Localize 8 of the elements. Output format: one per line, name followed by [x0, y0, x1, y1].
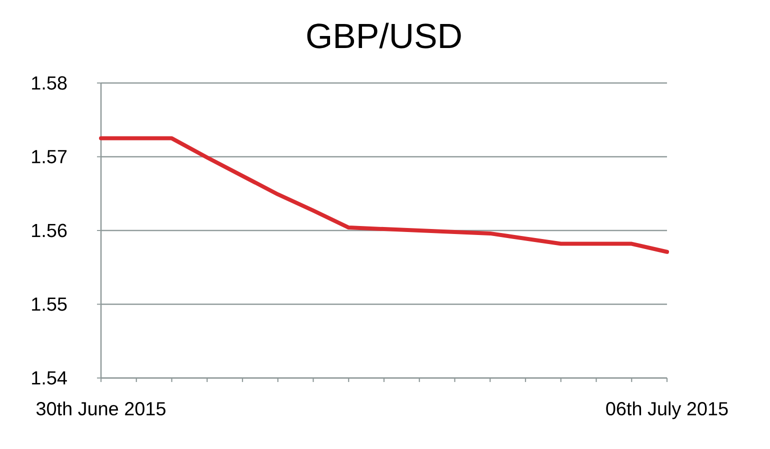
- y-tick-label: 1.58: [32, 76, 67, 90]
- x-tick-label: 06th July 2015: [606, 402, 728, 420]
- y-tick-label: 1.55: [32, 298, 67, 311]
- y-tick-label: 1.56: [32, 224, 67, 238]
- x-tick-label: 30th June 2015: [36, 402, 166, 416]
- y-tick-label: 1.54: [32, 371, 67, 385]
- y-tick-label: 1.57: [32, 150, 67, 164]
- chart-title: GBP/USD: [307, 22, 461, 48]
